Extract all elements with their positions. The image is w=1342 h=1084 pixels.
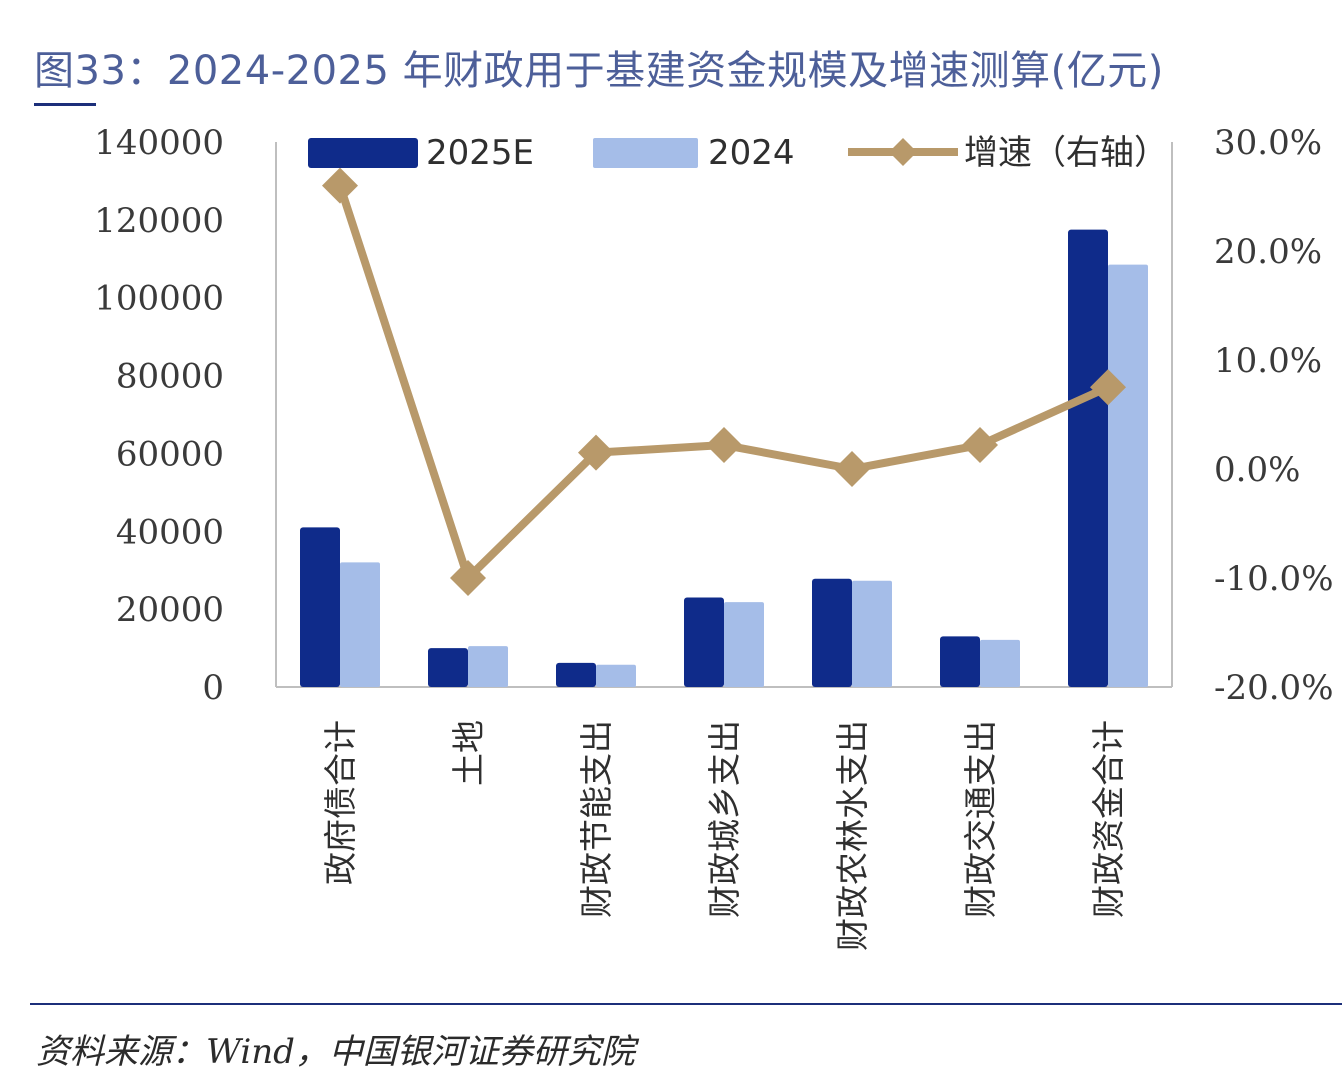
growth-line (336, 184, 1110, 582)
bar-2024 (724, 602, 764, 687)
bar-2025e (940, 636, 980, 687)
footer-divider (30, 1003, 1342, 1005)
bar-2025e (428, 648, 468, 687)
category-label: 财政资金合计 (1089, 720, 1128, 918)
bar-2025e (812, 578, 852, 687)
source-note: 资料来源：Wind，中国银河证券研究院 (36, 1032, 635, 1072)
category-label: 土地 (449, 720, 488, 786)
category-label: 政府债合计 (321, 720, 360, 885)
legend-marker-growth (889, 138, 917, 166)
bars-group (300, 229, 1148, 687)
growth-point-marker (706, 427, 742, 464)
category-label: 财政城乡支出 (705, 720, 744, 918)
right-tick-label: 0.0% (1214, 450, 1300, 490)
left-tick-label: 60000 (116, 434, 224, 474)
legend-label-2025e: 2025E (426, 133, 534, 173)
bar-2024 (596, 664, 636, 687)
category-label: 财政交通支出 (961, 720, 1000, 918)
growth-point-marker (450, 560, 486, 596)
left-tick-label: 120000 (94, 201, 224, 241)
left-tick-label: 100000 (94, 279, 224, 319)
chart-title: 图33：2024-2025 年财政用于基建资金规模及增速测算(亿元) (34, 48, 1164, 94)
right-tick-label: -10.0% (1214, 559, 1334, 599)
category-label: 财政节能支出 (577, 720, 616, 918)
bar-2025e (684, 597, 724, 687)
growth-point-marker (962, 427, 998, 464)
legend-label-2024: 2024 (708, 133, 795, 173)
left-tick-label: 80000 (116, 357, 224, 397)
growth-line-group (322, 167, 1126, 596)
chart-area: 0 20000 40000 60000 80000 100000 120000 140000 -… (94, 123, 1333, 951)
legend-label-growth: 增速（右轴） (964, 133, 1168, 173)
legend-swatch-2025e (308, 138, 418, 168)
axes-group: 0 20000 40000 60000 80000 100000 120000 140000 -… (94, 123, 1333, 708)
legend-group: 2025E 2024 增速（右轴） (308, 133, 1168, 173)
category-label: 财政农林水支出 (833, 720, 872, 951)
bar-2024 (468, 646, 508, 687)
category-labels-group: 政府债合计 土地 财政节能支出 财政城乡支出 财政农林水支出 财政交通支出 财政资金合计 (321, 720, 1128, 951)
legend-swatch-2024 (593, 138, 698, 168)
left-tick-label: 40000 (116, 512, 224, 552)
bar-2025e (1068, 229, 1108, 687)
bar-2024 (1108, 264, 1148, 687)
title-underline (34, 103, 96, 106)
growth-point-marker (578, 434, 614, 471)
left-tick-label: 0 (202, 668, 224, 708)
bar-2024 (340, 562, 380, 687)
bar-2025e (556, 662, 596, 687)
growth-point-marker (1090, 369, 1126, 406)
left-tick-label: 140000 (94, 123, 224, 163)
right-tick-label: 10.0% (1214, 341, 1322, 381)
left-tick-label: 20000 (116, 590, 224, 630)
growth-point-marker (322, 167, 358, 204)
bar-2024 (980, 639, 1020, 687)
right-tick-label: 20.0% (1214, 232, 1322, 272)
right-tick-label: 30.0% (1214, 123, 1322, 163)
right-tick-label: -20.0% (1214, 668, 1334, 708)
growth-point-marker (834, 451, 870, 487)
bar-2024 (852, 580, 892, 687)
bar-2025e (300, 527, 340, 687)
